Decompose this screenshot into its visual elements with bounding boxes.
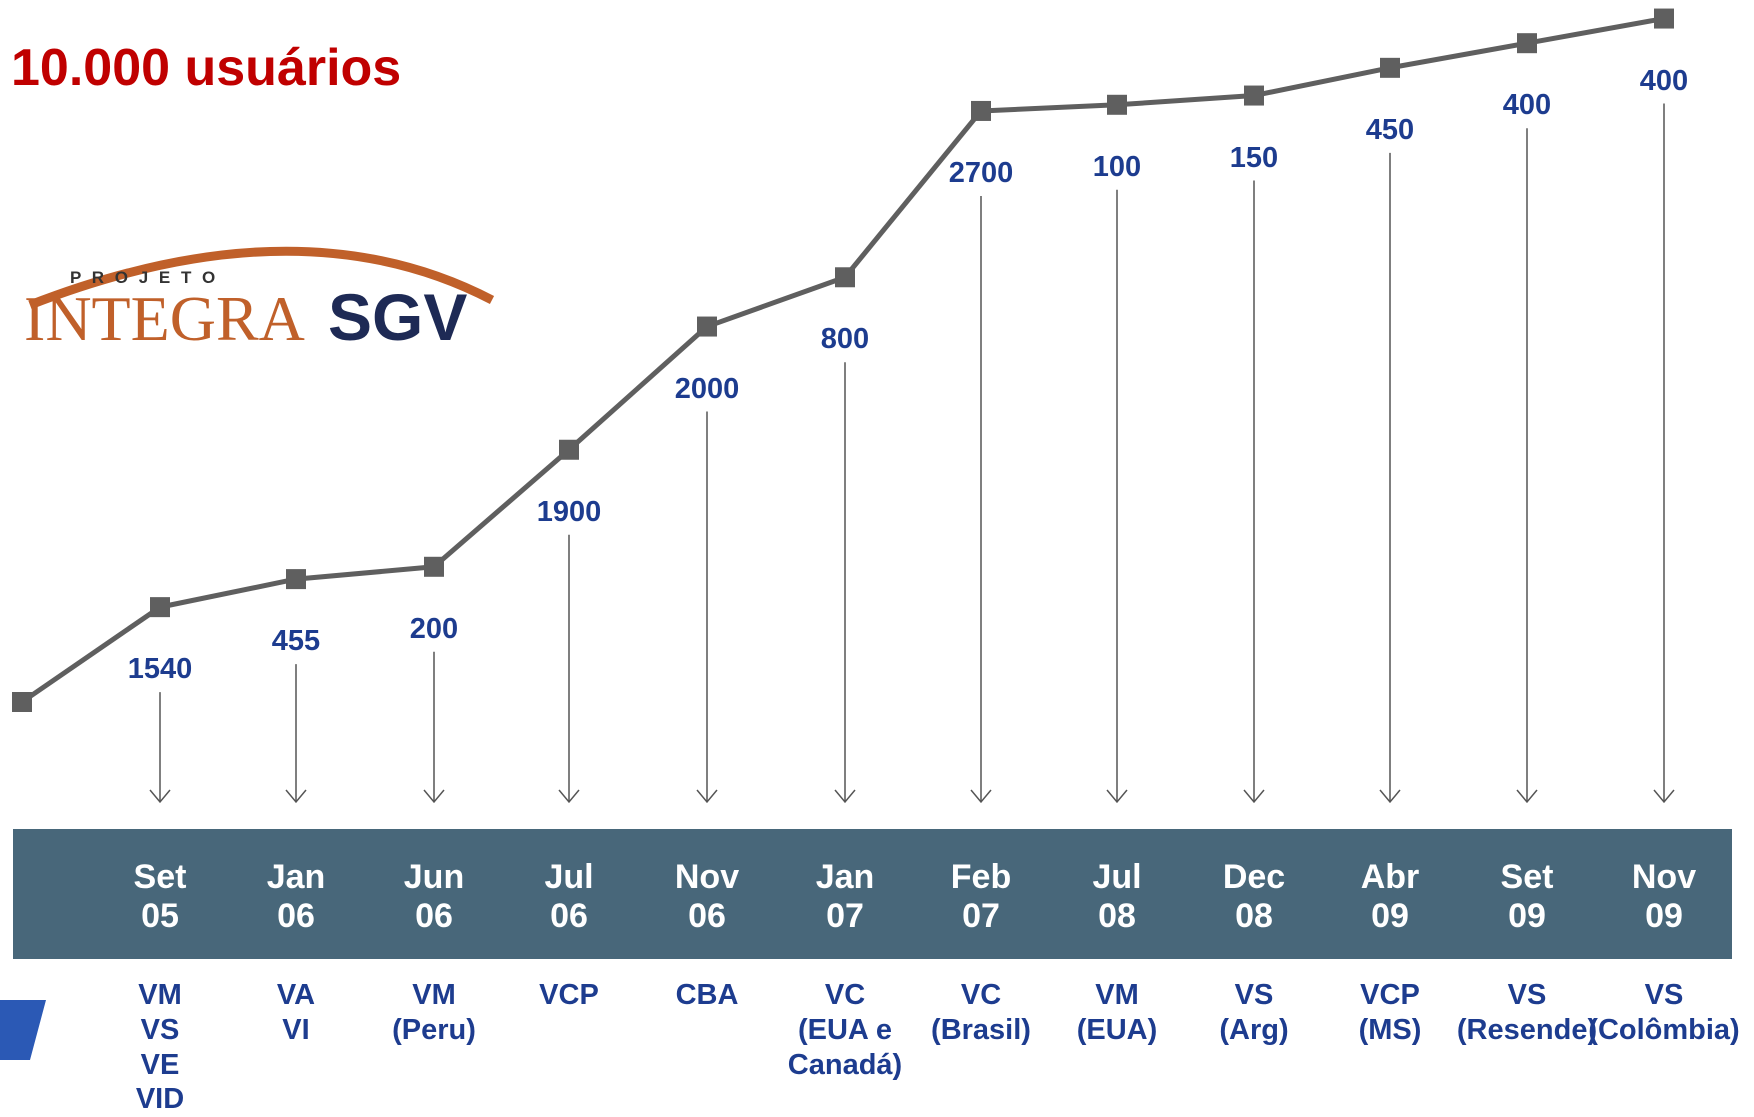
logo-top: P R O J E T O [70,268,218,287]
line-segment [1526,16,1665,46]
value-label: 2000 [674,372,740,405]
value-label: 1540 [127,653,193,686]
arrow-head [558,789,580,804]
line-segment [1389,40,1528,71]
value-label: 1900 [536,495,602,528]
arrow-head [1379,789,1401,804]
arrow-head [1243,789,1265,804]
point-marker [150,597,170,618]
arrow-head [285,789,307,804]
point-marker [286,569,306,590]
point-marker [1244,85,1264,106]
point-marker [424,556,444,577]
arrow-head [1106,789,1128,804]
line-segment [1253,65,1391,98]
line-segment [980,102,1118,114]
value-label: 400 [1502,89,1552,122]
date-label: Feb 07 [950,858,1012,936]
date-label: Jan 06 [266,858,326,936]
line-segment [1116,93,1255,108]
point-marker [835,267,855,288]
point-marker [971,100,991,121]
value-label: 100 [1092,150,1142,183]
site-label: VM (Peru) [392,979,476,1046]
value-label: 450 [1365,113,1415,146]
line-segment [432,447,571,569]
arrow-head [1516,789,1538,804]
date-label: Set 05 [133,858,187,936]
site-label: VCP [539,979,599,1011]
date-label: Dec 08 [1222,858,1286,936]
line-segment [159,576,297,610]
line-segment [843,109,983,279]
site-label: CBA [675,979,739,1011]
site-label: VC (Brasil) [931,979,1031,1046]
value-label: 200 [409,612,459,645]
site-label: VS (Arg) [1219,979,1289,1046]
site-label: VS (Resende) [1456,979,1598,1046]
point-marker [1654,8,1674,29]
date-label: Nov 06 [674,858,740,936]
chart-title: 10.000 usuários [11,39,402,97]
date-label: Jan 07 [815,858,875,936]
date-band [13,829,1732,959]
value-label: 400 [1639,64,1689,97]
site-label: VM VS VE VID [135,979,185,1116]
arrow-head [1653,789,1675,804]
logo-left: INTEGRA [24,283,305,354]
arrow-head [149,789,171,804]
date-label: Jul 06 [544,858,594,936]
point-marker [1517,33,1537,54]
line-segment [20,605,162,705]
point-marker [1107,94,1127,115]
value-label: 2700 [948,156,1014,189]
arrow-head [696,789,718,804]
start-marker [12,692,32,712]
value-label: 800 [820,323,870,356]
site-label: VS (Colômbia) [1588,979,1740,1046]
arrow-head [970,789,992,804]
date-label: Set 09 [1500,858,1554,936]
line-segment [706,274,846,329]
value-label: 455 [271,625,321,658]
site-label: VCP (MS) [1358,979,1422,1046]
date-label: Abr 09 [1360,858,1420,936]
site-label: VA VI [276,979,316,1046]
date-label: Jul 08 [1092,858,1142,936]
arrow-head [834,789,856,804]
site-label: VM (EUA) [1076,979,1158,1046]
point-marker [697,316,717,337]
logo-corner [0,1000,46,1060]
logo-right: SGV [328,280,467,354]
site-label: VC (EUA e Canadá) [787,979,903,1081]
date-label: Nov 09 [1631,858,1697,936]
line-segment [295,564,435,582]
point-marker [559,439,579,460]
point-marker [1380,57,1400,78]
date-label: Jun 06 [403,858,465,936]
value-label: 150 [1229,141,1279,174]
logo-arc [28,246,495,310]
line-segment [567,324,709,452]
arrow-head [423,789,445,804]
